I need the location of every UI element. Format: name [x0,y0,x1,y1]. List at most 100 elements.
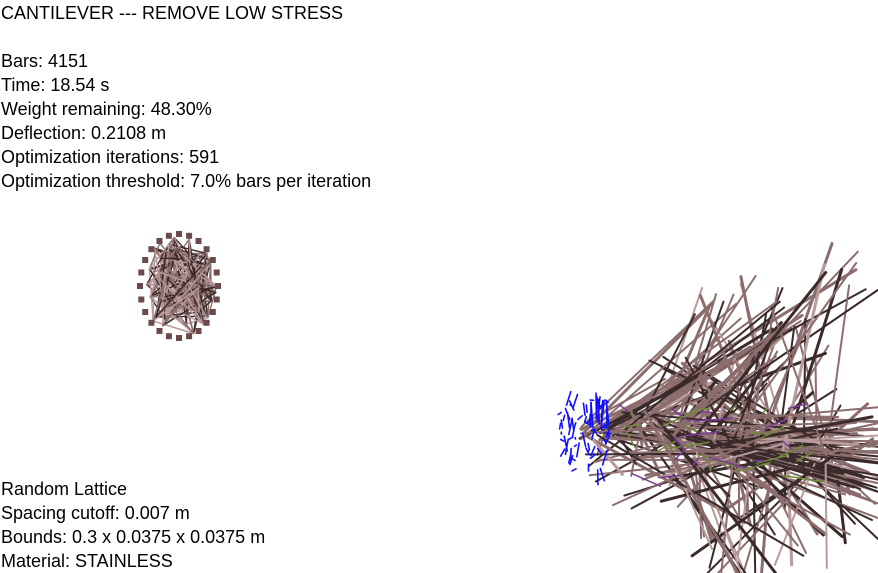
lattice-node [203,246,210,253]
support-bar [582,402,586,417]
bars-count: Bars: 4151 [1,51,89,71]
structure-bar [602,433,763,489]
structure-bar [698,376,751,446]
stressed-bar [764,418,788,429]
structure-bar [652,392,695,420]
scene-title: CANTILEVER --- REMOVE LOW STRESS [1,3,344,23]
support-bar [573,421,577,427]
support-bar [571,458,576,462]
stressed-bar [673,436,685,450]
structure-bar [621,411,850,435]
structure-bar [611,437,761,507]
stressed-bar [778,444,804,458]
stressed-bar [729,404,737,412]
lattice-bar [155,265,202,318]
structure-bar [694,271,828,437]
stressed-bar [692,417,734,422]
stressed-bar [658,474,681,479]
lattice-material: Material: STAINLESS [1,551,173,571]
lattice-node [209,257,216,263]
lattice-bar [200,252,208,303]
lattice-node [186,333,193,340]
optimization-iterations: Optimization iterations: 591 [1,147,220,167]
support-bar [590,401,594,429]
structure-bar [831,440,878,454]
spacing-cutoff: Spacing cutoff: 0.007 m [1,503,190,523]
support-bar [564,438,570,456]
stressed-bar [681,430,721,437]
stressed-bar [631,472,662,487]
lattice-bar [166,265,209,316]
support-bar [565,390,572,407]
stressed-bar [656,440,677,453]
stressed-bar [762,407,768,414]
lattice-bounds: Bounds: 0.3 x 0.0375 x 0.0375 m [1,527,266,547]
structure-bar [710,415,874,448]
lattice-type: Random Lattice [1,479,128,499]
stressed-bar [671,408,690,422]
deformed-cantilever-structure [578,242,878,573]
stressed-bar [750,431,764,435]
lattice-bar [159,242,169,255]
lattice-bar [175,261,188,276]
support-bar [585,404,588,414]
lattice-bar [161,287,200,303]
stressed-bar [697,407,710,412]
support-bar [595,395,600,423]
lattice-bar [186,261,205,325]
support-bar [569,454,574,466]
weight-remaining: Weight remaining: 48.30% [1,99,212,119]
structure-bar [773,462,816,566]
lattice-bar [205,252,211,265]
lattice-node [195,238,202,244]
stressed-bar [787,402,809,410]
stressed-bar [781,474,824,483]
support-bar [575,442,580,458]
stressed-bar [708,456,747,469]
lattice-bar [152,247,177,322]
lattice-bar [148,268,218,288]
lattice-bar [163,253,201,310]
structure-bar [732,262,858,436]
support-bar [600,401,605,429]
structure-bar [698,294,760,441]
support-bar [559,438,565,442]
lattice-node [148,319,155,326]
lattice-bar [159,257,182,260]
lattice-bar [176,309,205,325]
lattice-node [215,283,221,289]
structure-bar [651,421,731,497]
stressed-bar [683,424,698,433]
lattice-node [165,232,172,239]
lattice-node [156,238,163,244]
structure-bar [760,447,774,573]
structure-bar [688,438,873,488]
structure-bar [680,355,777,425]
lattice-preview [137,231,221,341]
lattice-node [142,309,149,315]
stressed-bar [756,454,789,464]
support-bar [572,393,579,410]
lattice-node [148,246,155,253]
structure-bar [657,418,777,573]
stressed-bar [781,440,793,450]
support-bar [557,411,563,416]
stats-overlay: CANTILEVER --- REMOVE LOW STRESS Bars: 4… [1,1,371,193]
lattice-bar [161,310,188,325]
support-bar [559,448,566,457]
lattice-node [137,283,143,289]
structure-bar [612,421,851,433]
spacer [1,25,371,49]
support-bar [568,400,575,411]
structure-bar [624,300,778,412]
support-bar [558,422,562,430]
structure-bar [598,327,774,435]
structure-bar [724,444,878,465]
lattice-node [165,333,172,340]
stressed-bar [662,409,700,427]
stressed-bar [736,461,771,473]
structure-bar [682,289,878,425]
structure-bar [579,406,878,435]
stressed-bar [753,459,765,462]
